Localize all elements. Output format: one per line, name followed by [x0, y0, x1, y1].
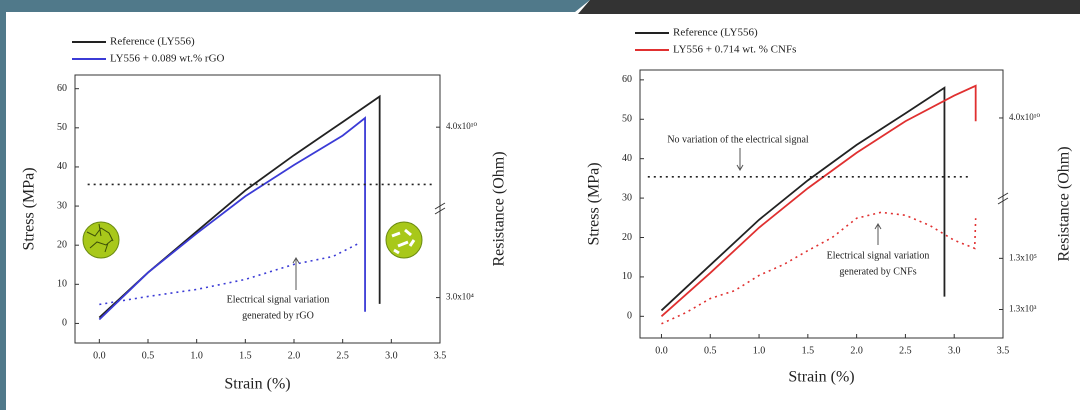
x-tick-label: 1.0: [190, 350, 203, 361]
top-band-dark: [578, 0, 1080, 14]
y-tick-label: 0: [62, 318, 67, 329]
x-tick-label: 2.0: [850, 345, 863, 356]
x-axis-title: Strain (%): [224, 376, 290, 393]
series-line: [660, 84, 977, 317]
annotation: Electrical signal variation: [827, 250, 930, 261]
y-tick-label: 20: [57, 239, 67, 250]
annotation: No variation of the electrical signal: [667, 134, 809, 145]
chart: 0.0 0.5 1.0 1.5 2.0 2.5 3.0 3.5 0 10 20 30 40 50 60 4.0…: [586, 27, 1073, 386]
legend-label: LY556 + 0.714 wt. % CNFs: [673, 44, 796, 56]
y-tick-label: 60: [622, 74, 632, 85]
axis-break: [434, 202, 446, 215]
y2-tick-label: 1.3x10³: [1009, 304, 1037, 314]
y2-tick-label: 3.0x10⁴: [446, 292, 474, 302]
x-tick-label: 0.0: [93, 350, 106, 361]
y2-tick-label: 4.0x10¹⁰: [446, 121, 477, 131]
y-tick-label: 50: [622, 114, 632, 125]
plot-frame: [74, 74, 441, 344]
y-tick-label: 20: [622, 232, 632, 243]
y2-axis-title: Resistance (Ohm): [491, 151, 508, 266]
legend-label: Reference (LY556): [673, 27, 758, 39]
plot-frame: [639, 69, 1004, 339]
y-tick-label: 40: [622, 153, 632, 164]
y-tick-label: 30: [57, 200, 67, 211]
x-tick-label: 2.5: [336, 350, 349, 361]
y-tick-label: 30: [622, 192, 632, 203]
particle-icon: [385, 221, 423, 259]
y-tick-label: 40: [57, 161, 67, 172]
y-tick-label: 0: [627, 311, 632, 322]
y-tick-label: 50: [57, 122, 67, 133]
x-tick-label: 1.5: [802, 345, 815, 356]
top-band: [0, 0, 590, 12]
series-line: [98, 116, 366, 321]
arrow-head: [292, 257, 300, 264]
legend-label: LY556 + 0.089 wt.% rGO: [110, 53, 225, 65]
y-tick-label: 60: [57, 83, 67, 94]
series-line: [661, 211, 977, 325]
x-axis-title: Strain (%): [788, 369, 854, 386]
axis-break: [997, 192, 1009, 205]
x-tick-label: 1.5: [239, 350, 252, 361]
legend-label: Reference (LY556): [110, 36, 195, 48]
y-axis-title: Stress (MPa): [586, 162, 603, 245]
y2-axis-title: Resistance (Ohm): [1056, 146, 1073, 261]
x-tick-label: 3.0: [948, 345, 961, 356]
x-tick-label: 1.0: [753, 345, 766, 356]
y-axis-title: Stress (MPa): [21, 167, 38, 250]
arrow-head: [874, 223, 882, 230]
side-band: [0, 0, 6, 410]
x-tick-label: 3.5: [997, 345, 1010, 356]
x-tick-label: 2.0: [288, 350, 301, 361]
x-tick-label: 0.5: [142, 350, 155, 361]
x-tick-label: 3.0: [385, 350, 398, 361]
series-line: [99, 243, 358, 306]
y-tick-label: 10: [57, 279, 67, 290]
x-tick-label: 0.5: [704, 345, 717, 356]
annotation: generated by rGO: [242, 310, 314, 321]
y-tick-label: 10: [622, 271, 632, 282]
annotation: generated by CNFs: [839, 266, 916, 277]
series-line: [660, 86, 946, 312]
particle-icon: [82, 221, 120, 259]
x-tick-label: 0.0: [655, 345, 668, 356]
x-tick-label: 2.5: [899, 345, 912, 356]
y2-tick-label: 4.0x10¹⁰: [1009, 112, 1040, 122]
annotation: Electrical signal variation: [227, 294, 330, 305]
arrow-head: [736, 164, 744, 171]
chart: 0.0 0.5 1.0 1.5 2.0 2.5 3.0 3.5 0 10 20 30 40 50 60 4.0…: [21, 36, 508, 393]
x-tick-label: 3.5: [434, 350, 447, 361]
y2-tick-label: 1.3x10⁵: [1009, 252, 1037, 262]
